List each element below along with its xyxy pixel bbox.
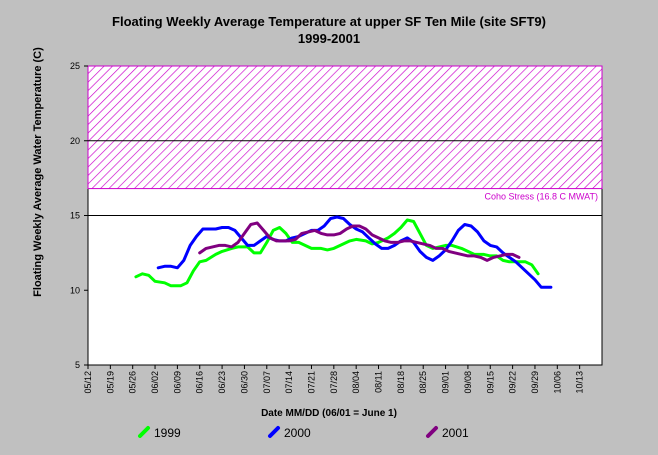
x-tick-label: 09/01 [441,371,451,394]
series-line-1999 [134,218,540,288]
x-tick-label: 06/23 [217,371,227,394]
chart-subtitle: 1999-2001 [297,31,361,46]
y-tick-label: 10 [70,285,80,295]
legend-swatch-2000 [268,426,280,438]
x-tick-label: 10/06 [552,371,562,394]
y-tick-label: 20 [70,136,80,146]
x-tick-label: 06/16 [195,371,205,394]
legend-label-1999: 1999 [154,426,181,440]
x-tick-label: 08/04 [351,371,361,394]
coho-stress-band [87,65,603,190]
x-axis-label: Date MM/DD (06/01 = June 1) [261,408,397,419]
x-tick-label: 09/22 [508,371,518,394]
x-tick-label: 05/19 [105,371,115,394]
x-tick-label: 05/12 [83,371,93,394]
x-tick-label: 09/29 [530,371,540,394]
x-tick-label: 08/25 [418,371,428,394]
legend-swatch-2001 [426,426,438,438]
x-tick-label: 06/02 [150,371,160,394]
legend-label-2001: 2001 [442,426,469,440]
coho-stress-label: Coho Stress (16.8 C MWAT) [484,192,598,202]
x-tick-label: 06/30 [239,371,249,394]
x-tick-label: 07/28 [329,371,339,394]
x-tick-label: 10/13 [575,371,585,394]
y-tick-label: 15 [70,211,80,221]
x-tick-label: 07/07 [262,371,272,394]
x-tick-label: 07/21 [306,371,316,394]
legend-label-2000: 2000 [284,426,311,440]
x-tick-label: 09/15 [485,371,495,394]
chart-title: Floating Weekly Average Temperature at u… [112,14,546,29]
x-tick-label: 07/14 [284,371,294,394]
x-tick-label: 05/26 [128,371,138,394]
x-tick-label: 09/08 [463,371,473,394]
y-tick-label: 5 [75,360,80,370]
x-tick-label: 08/11 [374,371,384,393]
y-tick-label: 25 [70,61,80,71]
series-line-2001 [198,221,521,262]
legend-swatch-1999 [138,426,150,438]
x-tick-label: 06/09 [172,371,182,394]
x-tick-label: 08/18 [396,371,406,394]
